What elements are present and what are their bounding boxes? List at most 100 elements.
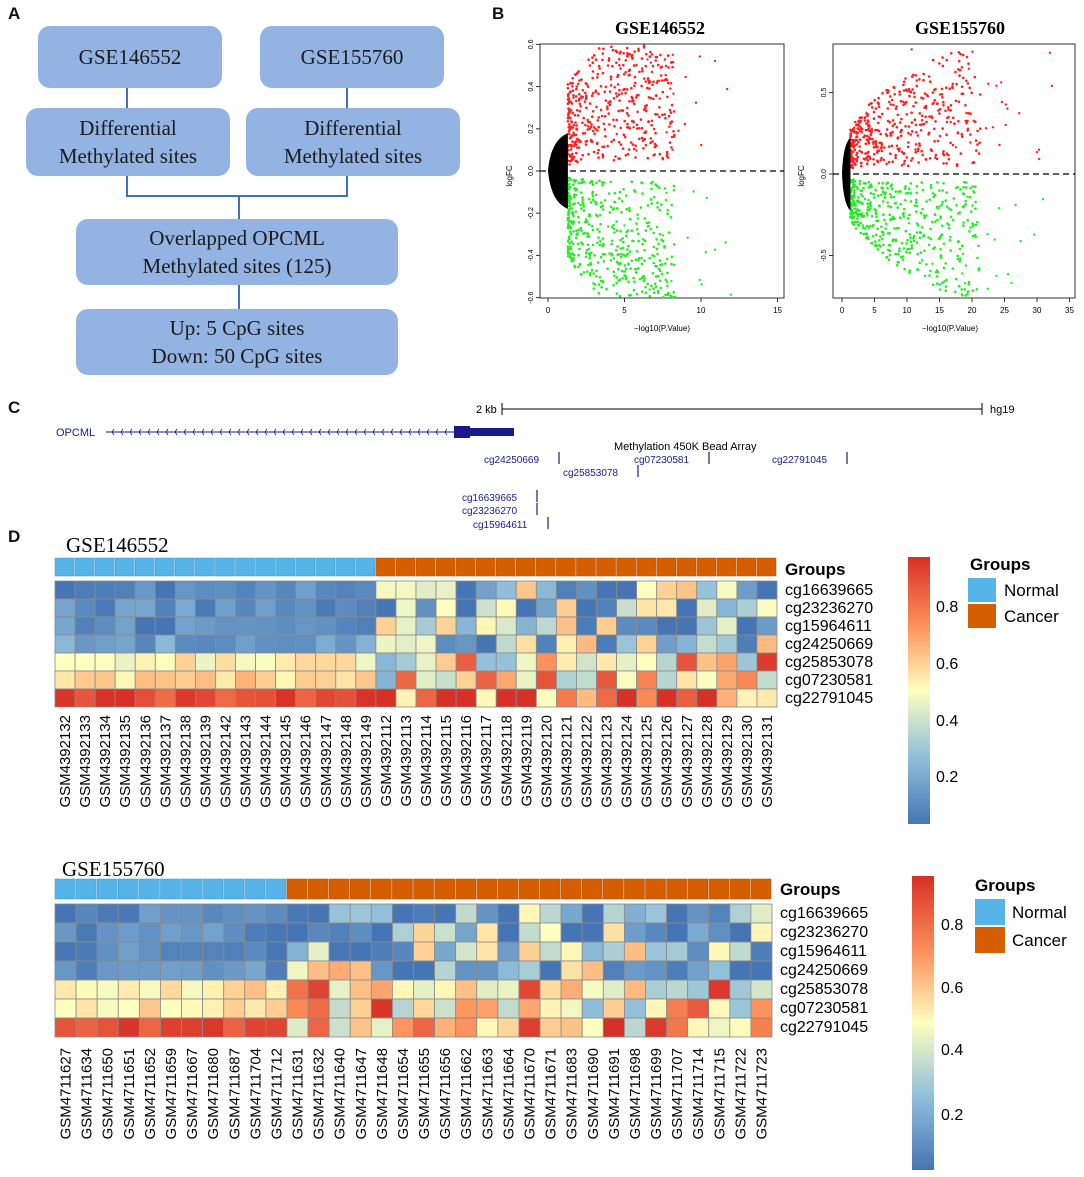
heatmap-cell xyxy=(94,616,116,636)
down-point xyxy=(874,212,878,216)
down-point xyxy=(870,241,873,245)
up-point xyxy=(597,125,600,129)
heatmap-cell xyxy=(54,979,77,1000)
down-point xyxy=(882,213,885,216)
up-point xyxy=(570,102,574,105)
down-point xyxy=(581,242,584,246)
group-cell-normal xyxy=(96,878,118,900)
heatmap-cell xyxy=(138,1017,161,1038)
down-point xyxy=(574,193,578,197)
heatmap-cell xyxy=(696,616,718,636)
down-point xyxy=(626,229,630,232)
sample-label: GSM4711723 xyxy=(754,1048,771,1139)
down-point xyxy=(580,229,583,232)
up-point xyxy=(938,62,941,65)
down-point xyxy=(850,210,854,213)
up-point xyxy=(1004,123,1007,127)
up-point xyxy=(951,116,955,120)
heatmap-cell xyxy=(235,688,256,708)
heatmap-cell xyxy=(716,688,738,708)
up-point xyxy=(656,113,659,116)
up-point xyxy=(584,143,588,146)
down-point xyxy=(878,239,881,242)
down-point xyxy=(865,224,868,228)
sample-label: GSM4392128 xyxy=(699,715,716,808)
heatmap-cell xyxy=(736,634,758,654)
up-point xyxy=(619,109,623,112)
down-point xyxy=(1041,198,1045,201)
up-point xyxy=(957,119,960,123)
up-point xyxy=(609,75,613,78)
up-point xyxy=(632,126,635,129)
up-point xyxy=(575,151,578,155)
heatmap-cell xyxy=(54,903,77,924)
down-point xyxy=(865,236,868,240)
down-point xyxy=(593,254,596,257)
down-point xyxy=(885,182,888,186)
up-point xyxy=(633,75,637,79)
heatmap-cell xyxy=(94,670,116,690)
down-point xyxy=(661,239,665,243)
strand-chevron xyxy=(417,428,421,436)
heatmap-cell xyxy=(708,941,731,962)
down-point xyxy=(1033,233,1036,236)
up-point xyxy=(619,143,623,146)
up-point xyxy=(600,114,604,118)
down-point xyxy=(927,236,930,239)
heatmap-cell xyxy=(687,998,710,1019)
heatmap-cell xyxy=(202,979,225,1000)
down-point xyxy=(669,216,673,219)
down-point xyxy=(660,203,663,206)
down-point xyxy=(586,243,590,246)
up-point xyxy=(568,123,571,126)
down-point xyxy=(609,180,613,184)
heatmap-cell xyxy=(295,580,317,600)
sample-label: GSM4392133 xyxy=(77,715,94,808)
heatmap-cell xyxy=(202,903,225,924)
up-point xyxy=(894,107,898,110)
down-point xyxy=(632,276,635,280)
down-point xyxy=(949,249,952,252)
up-point xyxy=(949,109,952,112)
up-point xyxy=(642,108,646,111)
up-point xyxy=(885,162,888,166)
up-point xyxy=(900,164,904,167)
down-point xyxy=(629,294,632,297)
up-point xyxy=(968,86,971,90)
down-point xyxy=(569,232,573,236)
down-point xyxy=(858,212,862,216)
up-point xyxy=(586,128,589,131)
up-point xyxy=(618,88,621,92)
x-tick-label: 5 xyxy=(622,306,627,315)
heatmap-cell xyxy=(708,979,731,1000)
heatmap-cell xyxy=(750,1017,773,1038)
heatmap-cell xyxy=(235,670,256,690)
up-point xyxy=(905,156,909,159)
sample-label: GSM4392114 xyxy=(418,715,435,806)
heatmap-cell xyxy=(117,1017,140,1038)
down-point xyxy=(608,252,611,255)
up-point xyxy=(967,67,971,71)
heatmap-cell xyxy=(174,688,196,708)
heatmap-cell xyxy=(392,979,414,1000)
up-point xyxy=(628,52,631,56)
legend-swatch-normal xyxy=(975,899,1005,925)
up-point xyxy=(571,140,574,143)
up-point xyxy=(666,152,669,156)
colorbar-tick: 0.4 xyxy=(936,713,958,730)
down-point xyxy=(858,209,861,212)
connector-line xyxy=(126,195,348,197)
up-point xyxy=(865,134,869,138)
legend-label-normal: Normal xyxy=(1012,903,1067,922)
down-point xyxy=(633,189,636,192)
heatmap-cell xyxy=(497,922,520,943)
down-point xyxy=(880,237,884,241)
up-point xyxy=(575,128,579,131)
down-point xyxy=(581,198,584,202)
up-point xyxy=(698,55,701,58)
up-point xyxy=(896,136,900,139)
heatmap-cell xyxy=(696,598,718,618)
sample-label: GSM4711652 xyxy=(142,1048,159,1139)
up-point xyxy=(654,59,657,62)
heatmap-cell xyxy=(581,998,604,1019)
